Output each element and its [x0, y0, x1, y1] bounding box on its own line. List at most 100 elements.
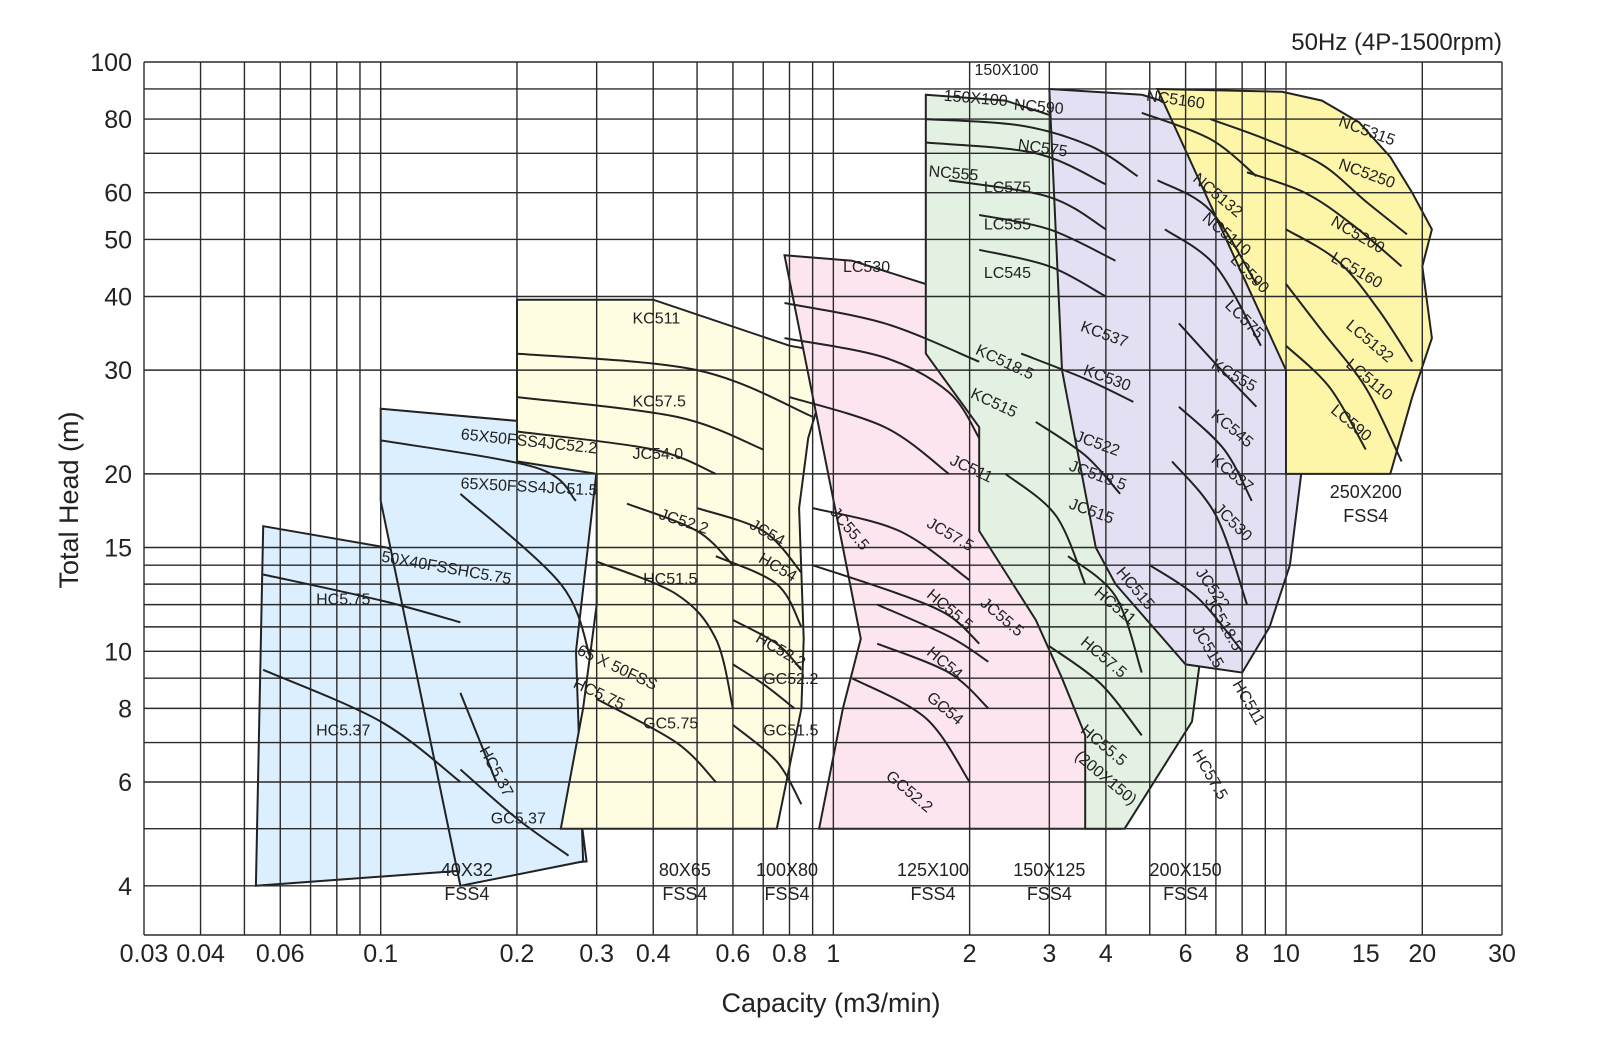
x-tick-label: 1 [826, 940, 840, 968]
size-group-label: 250X200 [1330, 482, 1402, 502]
x-axis-title: Capacity (m3/min) [721, 988, 940, 1018]
performance-curve-38 [1178, 322, 1258, 408]
x-tick-label: 0.04 [176, 940, 225, 968]
performance-curve-16 [732, 724, 803, 805]
size-group-label: 125X100 [897, 860, 969, 880]
y-tick-label: 40 [104, 283, 132, 311]
performance-curve-28 [948, 179, 1107, 231]
y-tick-label: 30 [104, 357, 132, 385]
x-tick-label: 0.06 [256, 940, 305, 968]
region-label: GC52.2 [763, 671, 818, 688]
performance-curve-20 [812, 507, 971, 582]
region-label: 150X100 [974, 62, 1038, 79]
y-axis-title: Total Head (m) [54, 411, 84, 588]
y-tick-label: 60 [104, 180, 132, 208]
performance-curve-24 [851, 677, 971, 783]
x-tick-label: 0.4 [636, 940, 671, 968]
performance-curve-43 [1246, 171, 1403, 268]
performance-curve-25 [1004, 473, 1087, 585]
performance-curve-35 [1141, 111, 1258, 177]
region-label: GC5.37 [491, 811, 546, 828]
region-label: GC5.75 [643, 715, 698, 732]
size-group-label: FSS4 [765, 884, 810, 904]
performance-curve-2 [459, 692, 498, 783]
performance-curve-7 [516, 396, 764, 451]
region-label: HC51.5 [643, 571, 697, 588]
performance-curve-32 [1035, 421, 1121, 495]
performance-curve-39 [1178, 406, 1253, 502]
performance-curve-44 [1285, 228, 1414, 363]
size-group-label: 40X32 [441, 860, 493, 880]
performance-curve-30 [978, 248, 1107, 298]
chart-subtitle: 50Hz (4P-1500rpm) [1291, 29, 1502, 56]
x-tick-label: 0.03 [120, 940, 169, 968]
impeller-curves [262, 111, 1414, 857]
x-tick-label: 8 [1235, 940, 1249, 968]
performance-curve-17 [784, 301, 980, 363]
size-group-label: 150X125 [1013, 860, 1085, 880]
y-tick-label: 6 [118, 769, 132, 797]
performance-curve-12 [696, 507, 803, 574]
region-label: LC575 [984, 180, 1031, 197]
x-tick-label: 0.3 [579, 940, 614, 968]
region-label: NC590 [1013, 97, 1064, 118]
performance-curve-37 [1164, 228, 1262, 347]
size-group-label: FSS4 [1163, 884, 1208, 904]
region-label: KC57.5 [633, 394, 686, 411]
performance-curve-9 [626, 502, 734, 566]
x-tick-label: 0.2 [500, 940, 535, 968]
y-tick-label: 15 [104, 535, 132, 563]
performance-curve-4 [380, 439, 577, 502]
axis-ticks: 0.03 0.04 0.06 0.1 0.2 0.3 0.4 0.6 0.8 1 2 3 4 6 8 10 15… [90, 49, 1516, 968]
performance-curve-18 [784, 337, 981, 439]
performance-curve-33 [1067, 555, 1143, 673]
performance-curve-22 [876, 603, 989, 663]
x-tick-label: 15 [1352, 940, 1380, 968]
region-label: NC555 [928, 163, 979, 184]
pump-regions [254, 87, 1433, 887]
x-tick-label: 4 [1099, 940, 1113, 968]
performance-curve-21 [812, 564, 980, 645]
x-tick-label: 3 [1042, 940, 1056, 968]
region-label: HC5.75 [316, 592, 370, 609]
performance-curve-11 [596, 698, 717, 783]
performance-curve-26 [925, 118, 1139, 178]
size-group-label: 100X80 [756, 860, 818, 880]
y-tick-label: 4 [118, 873, 132, 901]
performance-curve-46 [1285, 345, 1367, 450]
performance-curve-29 [979, 214, 1116, 262]
region-label: LC545 [984, 265, 1031, 282]
performance-curve-31 [1020, 352, 1134, 403]
size-group-label: FSS4 [1343, 506, 1388, 526]
y-tick-label: 20 [104, 461, 132, 489]
performance-curve-23 [876, 642, 990, 710]
performance-curve-45 [1285, 283, 1403, 462]
x-tick-label: 6 [1179, 940, 1193, 968]
region-label: KC511 [633, 310, 681, 327]
size-group-label: FSS4 [910, 884, 955, 904]
performance-curve-19 [789, 396, 950, 475]
region-label: JC54.0 [633, 446, 684, 463]
size-group-label: 200X150 [1150, 860, 1222, 880]
region-label: 150X100 [943, 88, 1008, 111]
y-tick-label: 50 [104, 226, 132, 254]
region-label: HC5.37 [316, 722, 370, 739]
performance-curve-14 [732, 619, 803, 671]
x-tick-label: 0.1 [363, 940, 398, 968]
x-tick-label: 0.8 [772, 940, 807, 968]
y-tick-label: 100 [90, 49, 132, 77]
x-tick-label: 10 [1272, 940, 1300, 968]
performance-curve-42 [1209, 118, 1408, 236]
size-group-label: FSS4 [1027, 884, 1072, 904]
performance-curve-6 [516, 352, 814, 418]
size-group-label: FSS4 [444, 884, 489, 904]
x-tick-label: 30 [1488, 940, 1516, 968]
performance-curve-5 [459, 493, 591, 657]
size-group-label: FSS4 [662, 884, 707, 904]
y-tick-label: 80 [104, 106, 132, 134]
performance-curve-3 [459, 768, 570, 857]
performance-curve-0 [262, 573, 461, 624]
x-tick-label: 0.6 [716, 940, 751, 968]
region-label: NC575 [1017, 137, 1069, 161]
x-tick-label: 20 [1408, 940, 1436, 968]
